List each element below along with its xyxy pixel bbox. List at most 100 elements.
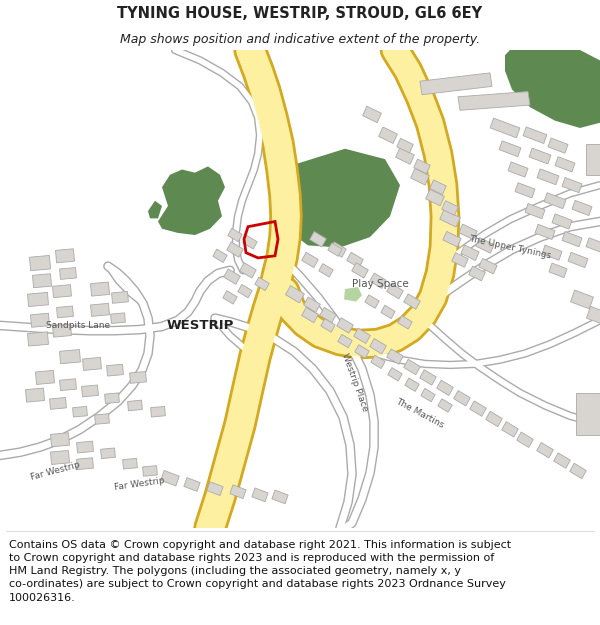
Bar — [347, 253, 364, 268]
Bar — [82, 385, 98, 397]
Bar — [238, 284, 252, 298]
Bar — [184, 478, 200, 491]
Bar — [443, 231, 461, 247]
Bar — [329, 242, 346, 258]
Bar — [405, 378, 419, 391]
Bar — [223, 291, 237, 304]
Text: The Martins: The Martins — [394, 398, 446, 430]
Bar — [26, 388, 44, 402]
Bar — [452, 253, 468, 268]
Bar — [438, 399, 452, 412]
Bar — [397, 138, 413, 153]
Bar — [107, 364, 124, 376]
Text: Map shows position and indicative extent of the property.: Map shows position and indicative extent… — [120, 32, 480, 46]
Bar — [469, 266, 485, 281]
Bar — [59, 349, 80, 364]
Bar — [95, 414, 109, 424]
Bar — [32, 274, 52, 288]
Bar — [425, 189, 445, 206]
Bar — [230, 485, 246, 499]
Bar — [224, 269, 241, 284]
Bar — [586, 238, 600, 253]
Bar — [490, 118, 520, 138]
Bar — [395, 148, 415, 164]
Bar — [319, 264, 333, 277]
Bar — [302, 308, 319, 322]
Text: Sandpits Lane: Sandpits Lane — [46, 321, 110, 330]
Bar — [286, 286, 304, 303]
Bar — [50, 451, 70, 464]
Text: Far Westrip: Far Westrip — [30, 460, 82, 482]
Bar — [461, 245, 479, 261]
Bar — [381, 305, 395, 319]
Polygon shape — [285, 149, 400, 248]
Bar — [91, 282, 109, 296]
Bar — [586, 144, 600, 175]
Bar — [31, 313, 49, 328]
Bar — [302, 253, 319, 268]
Bar — [479, 259, 497, 274]
Bar — [562, 177, 582, 192]
Bar — [499, 141, 521, 157]
Bar — [29, 256, 50, 271]
Text: Far Westrip: Far Westrip — [114, 476, 166, 492]
Bar — [386, 349, 403, 364]
Bar — [430, 180, 446, 194]
Bar — [143, 466, 157, 476]
Bar — [549, 263, 567, 278]
Bar — [239, 262, 256, 278]
Bar — [228, 228, 242, 242]
Bar — [130, 371, 146, 383]
Bar — [508, 162, 528, 177]
Bar — [414, 159, 430, 174]
Bar — [320, 308, 337, 322]
Bar — [77, 441, 94, 453]
Bar — [404, 359, 421, 375]
Text: Play Space: Play Space — [352, 279, 409, 289]
Bar — [310, 231, 326, 247]
Bar — [338, 334, 352, 348]
Polygon shape — [158, 166, 225, 235]
Bar — [151, 406, 166, 417]
Bar — [50, 398, 67, 409]
Bar — [542, 245, 562, 260]
Bar — [243, 236, 257, 249]
Bar — [91, 303, 109, 316]
Bar — [523, 127, 547, 144]
Bar — [77, 458, 94, 469]
Bar — [207, 482, 223, 496]
Bar — [227, 242, 244, 258]
Polygon shape — [458, 92, 530, 110]
Bar — [371, 355, 385, 369]
Bar — [502, 422, 518, 437]
Polygon shape — [420, 73, 492, 95]
Bar — [562, 232, 582, 247]
Bar — [53, 284, 71, 298]
Bar — [470, 401, 487, 416]
Bar — [252, 488, 268, 502]
Text: Westrip Place: Westrip Place — [340, 352, 370, 413]
Bar — [421, 388, 435, 402]
Bar — [304, 297, 320, 312]
Bar — [437, 380, 454, 396]
Bar — [28, 292, 49, 307]
Text: WESTRIP: WESTRIP — [166, 319, 233, 332]
Bar — [404, 294, 421, 309]
Polygon shape — [505, 50, 600, 128]
Bar — [35, 371, 55, 384]
Bar — [379, 127, 397, 144]
Bar — [544, 192, 566, 209]
Bar — [59, 268, 76, 279]
Text: TYNING HOUSE, WESTRIP, STROUD, GL6 6EY: TYNING HOUSE, WESTRIP, STROUD, GL6 6EY — [118, 6, 482, 21]
Bar — [272, 490, 288, 504]
Bar — [362, 106, 382, 123]
Bar — [568, 253, 588, 268]
Bar — [112, 291, 128, 303]
Bar — [321, 319, 335, 332]
Bar — [50, 432, 70, 447]
Bar — [529, 148, 551, 164]
Bar — [576, 393, 600, 434]
Bar — [517, 432, 533, 447]
Bar — [122, 458, 137, 469]
Bar — [569, 463, 586, 479]
